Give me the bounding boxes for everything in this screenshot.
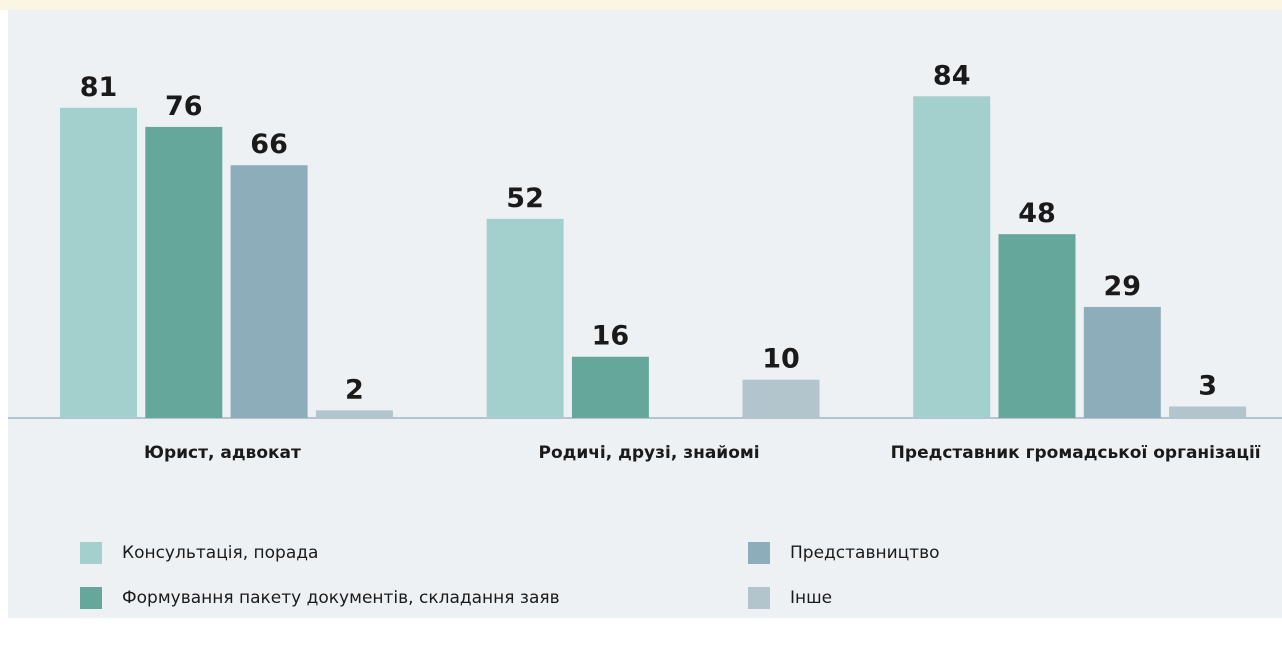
value-label: 76 bbox=[165, 91, 203, 122]
value-label: 66 bbox=[250, 129, 288, 160]
value-label: 16 bbox=[592, 321, 630, 352]
bar bbox=[998, 234, 1076, 418]
legend-label: Формування пакету документів, складання … bbox=[122, 588, 560, 608]
x-tick-label: Юрист, адвокат bbox=[144, 443, 301, 463]
bar bbox=[145, 126, 223, 419]
bar bbox=[913, 96, 991, 418]
legend-swatch bbox=[80, 587, 102, 609]
legend-swatch bbox=[748, 542, 770, 564]
bar bbox=[742, 379, 820, 418]
legend-swatch bbox=[80, 542, 102, 564]
bar bbox=[1169, 406, 1247, 418]
value-label: 29 bbox=[1104, 271, 1142, 302]
legend-label: Інше bbox=[790, 588, 832, 608]
legend-label: Представництво bbox=[790, 543, 940, 563]
value-label: 81 bbox=[80, 72, 118, 103]
value-label: 3 bbox=[1198, 371, 1217, 402]
value-label: 2 bbox=[345, 374, 364, 405]
value-label: 10 bbox=[762, 344, 800, 375]
bar bbox=[230, 165, 308, 418]
value-label: 84 bbox=[933, 60, 971, 91]
x-tick-label: Представник громадської організації bbox=[891, 443, 1261, 463]
legend-label: Консультація, порада bbox=[122, 543, 318, 563]
legend-swatch bbox=[748, 587, 770, 609]
x-tick-label: Родичі, друзі, знайомі bbox=[538, 443, 759, 463]
bar bbox=[1083, 306, 1161, 418]
bar bbox=[315, 410, 393, 418]
value-label: 52 bbox=[506, 183, 544, 214]
bar bbox=[486, 218, 564, 418]
bar bbox=[571, 356, 649, 418]
value-label: 48 bbox=[1018, 198, 1056, 229]
bar bbox=[60, 107, 137, 419]
top-strip bbox=[0, 0, 1282, 10]
